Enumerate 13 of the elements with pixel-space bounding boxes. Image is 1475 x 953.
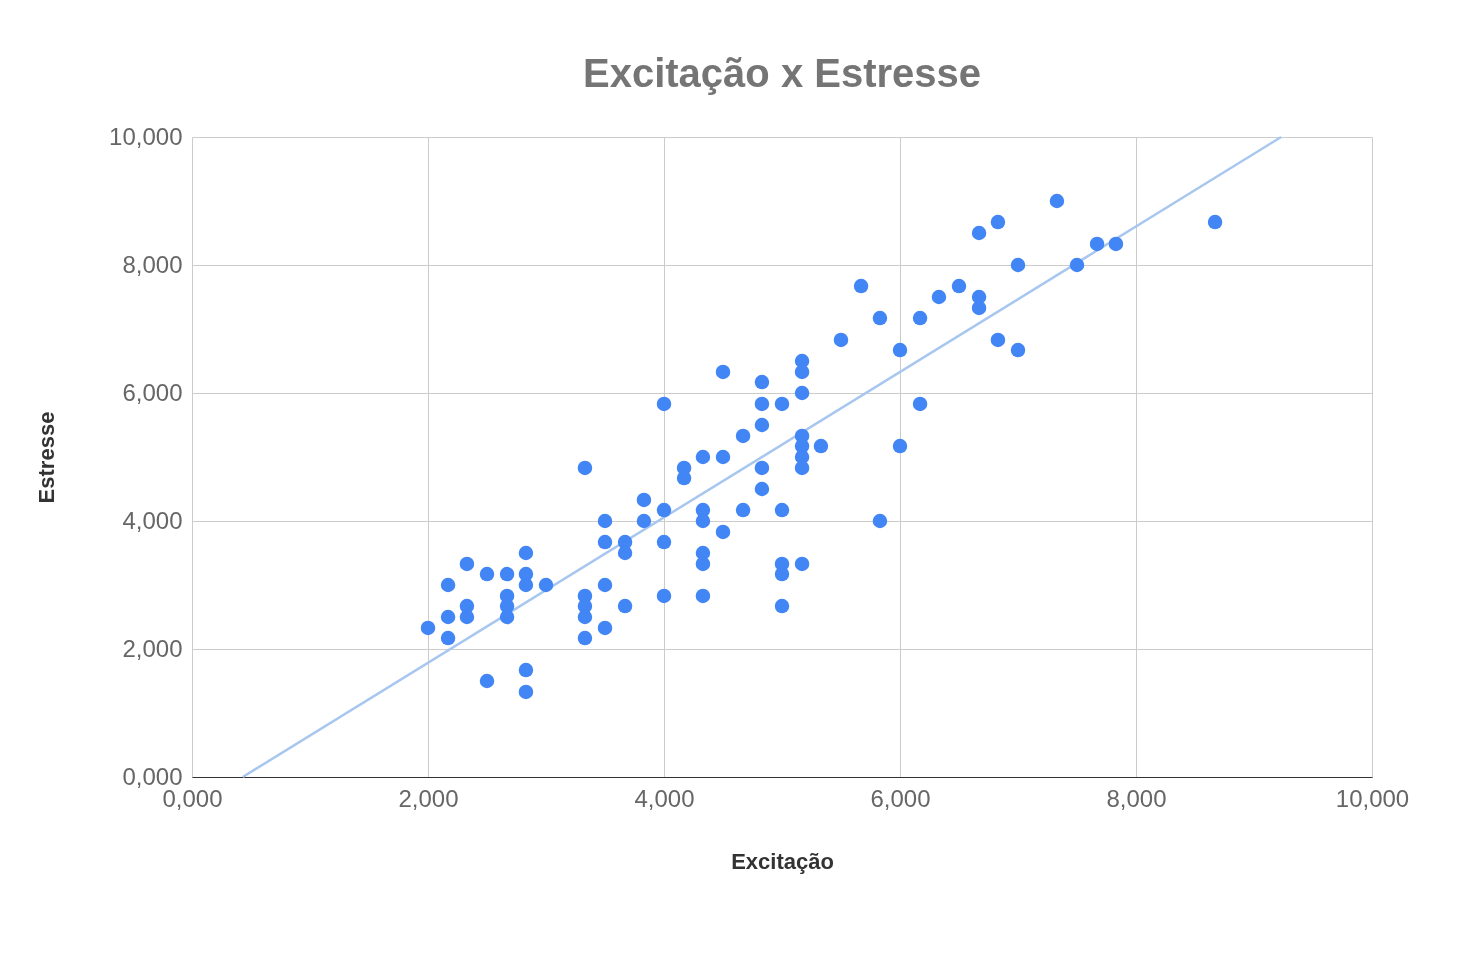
- x-axis-title: Excitação: [731, 848, 834, 874]
- x-tick-label: 8,000: [1106, 784, 1167, 812]
- x-tick-label: 2,000: [398, 784, 459, 812]
- y-tick-label: 4,000: [122, 506, 183, 534]
- y-tick-label: 6,000: [122, 378, 183, 406]
- x-tick-label: 6,000: [870, 784, 931, 812]
- y-tick-label: 2,000: [122, 634, 183, 662]
- y-axis-title: Estresse: [34, 411, 60, 504]
- y-tick-label: 10,000: [109, 122, 183, 150]
- chart-title: Excitação x Estresse: [582, 51, 982, 95]
- x-tick-label: 10,000: [1335, 784, 1410, 812]
- y-tick-label: 8,000: [122, 250, 183, 278]
- x-tick-label: 4,000: [634, 784, 695, 812]
